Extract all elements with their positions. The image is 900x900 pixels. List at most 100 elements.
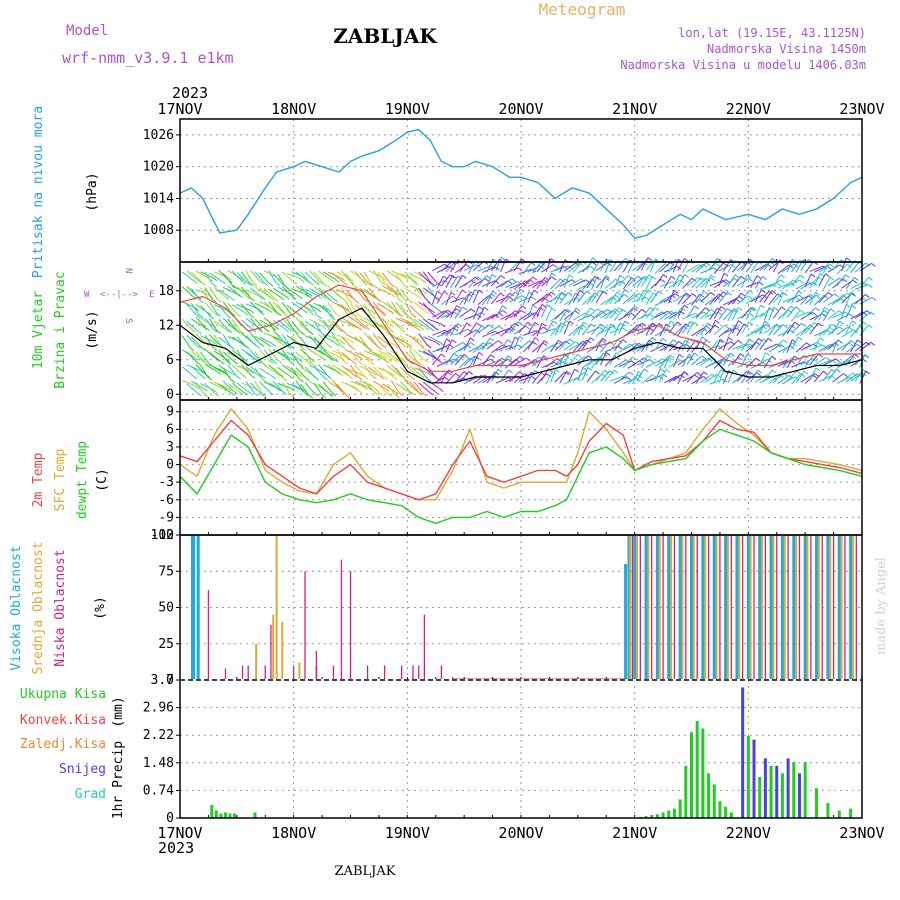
wind-barb-flag — [539, 265, 545, 270]
wind-barb-flag — [815, 291, 820, 296]
wind-barb-flag — [843, 373, 848, 378]
wind-barb — [409, 365, 421, 376]
wind-barb — [586, 370, 596, 383]
wind-barb — [786, 321, 796, 335]
wind-barb — [459, 342, 471, 352]
wind-barb — [818, 292, 829, 304]
wind-barb — [577, 282, 591, 290]
wind-barb — [491, 259, 500, 272]
wind-barb-flag — [390, 372, 395, 377]
wind-barb — [323, 364, 337, 372]
wind-barb-flag — [680, 374, 686, 379]
cloud-series-0 — [191, 535, 853, 680]
wind-barb-flag — [847, 263, 852, 268]
precip-bar — [214, 810, 218, 818]
wind-barb — [513, 280, 526, 290]
wind-barb — [232, 285, 246, 293]
wind-barb-flag — [670, 320, 675, 325]
wind-barb — [800, 293, 811, 305]
wind-barb-flag — [294, 330, 299, 335]
wind-barb-flag — [618, 307, 624, 312]
cloud-bar — [701, 535, 705, 680]
wind-barb — [404, 319, 417, 329]
wind-barb — [195, 289, 210, 296]
precip-bar — [826, 803, 830, 818]
wind-barb — [718, 341, 732, 350]
wind-barb-flag — [249, 370, 255, 375]
wind-barb — [791, 274, 801, 287]
wind-barb — [395, 367, 405, 380]
wind-barb-flag — [372, 375, 377, 380]
wind-barb-flag — [519, 355, 525, 360]
wind-barb-flag — [827, 292, 833, 296]
wind-barb — [336, 289, 350, 297]
wind-barb-flag — [633, 307, 638, 312]
wind-barb — [673, 293, 686, 303]
wind-barb — [591, 276, 598, 290]
wind-barb — [272, 273, 283, 285]
wind-barb — [309, 334, 319, 347]
wind-barb — [518, 279, 530, 289]
wind-barb-flag — [288, 328, 294, 333]
wind-barb-flag — [381, 312, 387, 317]
wind-barb-flag — [814, 373, 820, 378]
cloud-unit: (%) — [93, 596, 108, 619]
wind-barb-flag — [358, 361, 364, 366]
wind-barb — [822, 276, 831, 290]
wind-barb-flag — [568, 274, 574, 279]
wind-barb-flag — [641, 308, 646, 313]
wind-barb — [659, 310, 672, 320]
wind-barb — [236, 382, 249, 392]
wind-barb-flag — [302, 309, 308, 314]
precip-ylabel: 1hr Precip — [111, 741, 126, 819]
wind-barb — [745, 357, 757, 369]
wind-barb-flag — [311, 363, 317, 368]
wind-barb — [595, 369, 605, 382]
precip-bar — [667, 810, 671, 818]
wind-barb — [763, 258, 773, 271]
wind-barb — [432, 280, 446, 288]
wind-barb — [854, 294, 866, 305]
cloud-bar — [829, 535, 832, 680]
wind-barb-flag — [799, 279, 804, 284]
wind-barb-flag — [243, 358, 248, 363]
wind-barb — [245, 335, 257, 346]
wind-barb-flag — [851, 355, 856, 359]
wind-barb-flag — [771, 355, 777, 360]
wind-barb — [795, 295, 809, 303]
wind-barb — [632, 308, 642, 321]
wind-barb-flag — [691, 293, 697, 298]
wind-barb-flag — [639, 360, 644, 365]
wind-barb — [254, 335, 268, 345]
wind-barb-flag — [194, 385, 200, 390]
wind-barb — [541, 291, 552, 303]
wind-barb-flag — [763, 338, 768, 343]
wind-barb — [459, 357, 470, 369]
wind-barb — [700, 322, 709, 336]
cloud-bar — [817, 535, 820, 680]
wind-barb — [845, 373, 858, 383]
wind-barb — [191, 272, 202, 283]
wind-barb-flag — [349, 323, 355, 328]
wind-barb-flag — [452, 275, 457, 279]
wind-barb — [359, 351, 371, 362]
wind-barb — [568, 278, 582, 287]
wind-barb-flag — [321, 332, 326, 337]
wind-barb — [236, 272, 248, 283]
wind-barb — [568, 262, 580, 273]
wind-barb — [554, 291, 563, 305]
wind-barb — [604, 278, 616, 289]
wind-barb-flag — [575, 307, 581, 312]
wind-barb — [750, 261, 759, 274]
wind-barb-flag — [586, 290, 591, 295]
wind-barb-flag — [308, 394, 314, 399]
wind-barb — [641, 374, 653, 384]
wind-barb-flag — [514, 322, 520, 327]
wind-barb-flag — [230, 297, 235, 301]
wind-barb — [241, 382, 255, 389]
wind-barb-flag — [865, 341, 871, 346]
wind-barb-flag — [275, 372, 281, 377]
wind-barb — [472, 352, 480, 366]
wind-barb — [468, 355, 477, 369]
wind-barb — [618, 360, 632, 368]
